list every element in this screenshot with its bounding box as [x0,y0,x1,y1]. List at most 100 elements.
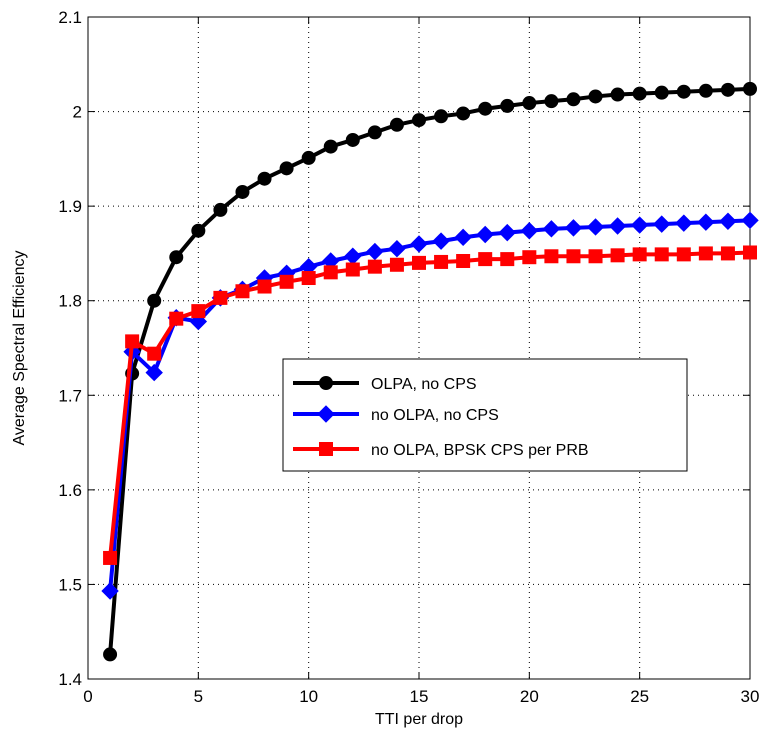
x-tick-label: 30 [741,687,760,706]
y-tick-label: 1.8 [58,292,82,311]
square-marker [301,271,316,286]
circle-marker [743,81,757,96]
y-tick-label: 1.4 [58,670,82,689]
x-tick-label: 10 [299,687,318,706]
y-axis-title: Average Spectral Efficiency [11,250,28,445]
square-marker [566,249,581,264]
square-marker [676,247,691,262]
diamond-marker [432,232,450,250]
circle-marker [147,293,162,308]
square-marker [345,262,360,277]
circle-marker [169,250,184,265]
square-marker [125,334,140,349]
diamond-marker [586,218,605,236]
circle-marker [367,125,382,140]
square-marker [323,265,338,280]
square-marker [456,253,471,268]
square-marker [213,290,228,305]
circle-marker [235,184,250,199]
x-tick-label: 15 [410,687,429,706]
diamond-marker [344,247,362,265]
circle-marker [588,89,603,104]
square-marker [632,247,647,262]
square-marker [588,249,603,264]
square-marker [654,247,669,262]
axis-ticks: 0 5 10 15 20 25 30 1.4 1.5 1.6 1.7 1.8 1.9 2 2.1 [58,8,759,706]
circle-marker [319,376,333,390]
circle-marker [478,101,493,116]
circle-marker [544,94,559,109]
circle-marker [412,113,426,128]
circle-marker [434,109,449,124]
square-marker [743,245,757,260]
circle-marker [456,106,471,121]
diamond-marker [719,212,737,230]
series-square [103,245,757,565]
y-tick-label: 2.1 [58,8,82,27]
diamond-marker [454,228,472,247]
y-tick-label: 1.9 [58,197,82,216]
square-marker [434,254,449,269]
y-tick-label: 1.5 [58,575,82,594]
diamond-marker [564,219,583,237]
square-marker [367,259,382,274]
circle-marker [301,150,316,165]
circle-marker [191,223,206,238]
diamond-marker [410,235,428,253]
diamond-marker [145,363,163,382]
square-marker [478,252,493,267]
square-marker [257,279,272,294]
circle-marker [698,83,713,98]
series-group [101,81,759,662]
square-marker [412,255,426,270]
diamond-marker [630,216,649,234]
circle-marker [610,87,625,102]
diamond-marker [476,225,494,244]
diamond-marker [498,223,516,242]
circle-marker [323,139,338,154]
x-tick-label: 5 [194,687,203,706]
square-marker [147,346,162,361]
square-marker [319,442,333,456]
square-marker [500,252,515,267]
legend-label: no OLPA, BPSK CPS per PRB [371,442,589,459]
circle-marker [632,86,647,101]
square-marker [544,249,559,264]
circle-marker [566,92,581,107]
circle-marker [345,132,360,147]
x-tick-label: 25 [630,687,649,706]
square-marker [720,246,735,261]
circle-marker [522,96,537,111]
circle-marker [213,202,228,217]
square-marker [698,246,713,261]
x-tick-label: 0 [83,687,92,706]
square-marker [103,550,118,565]
diamond-marker [653,215,671,233]
square-marker [169,311,184,326]
diamond-marker [388,239,406,258]
square-marker [279,274,294,289]
circle-marker [389,117,404,132]
circle-marker [103,647,118,662]
square-marker [191,304,206,319]
legend-label: no OLPA, no CPS [371,407,499,424]
legend: OLPA, no CPS no OLPA, no CPS no OLPA, BPSK… [282,358,688,472]
circle-marker [500,98,515,113]
series-circle [103,81,757,662]
square-marker [610,248,625,263]
square-marker [235,284,250,299]
circle-marker [654,85,669,100]
diamond-marker [542,220,561,238]
y-tick-label: 1.6 [58,481,82,500]
circle-marker [676,84,691,99]
diamond-marker [101,582,119,600]
square-marker [522,250,537,265]
x-tick-label: 20 [520,687,539,706]
circle-marker [257,171,272,186]
y-tick-label: 1.7 [58,386,82,405]
y-tick-label: 2 [73,103,82,122]
circle-marker [279,161,294,176]
diamond-marker [741,211,759,230]
legend-label: OLPA, no CPS [371,376,477,393]
